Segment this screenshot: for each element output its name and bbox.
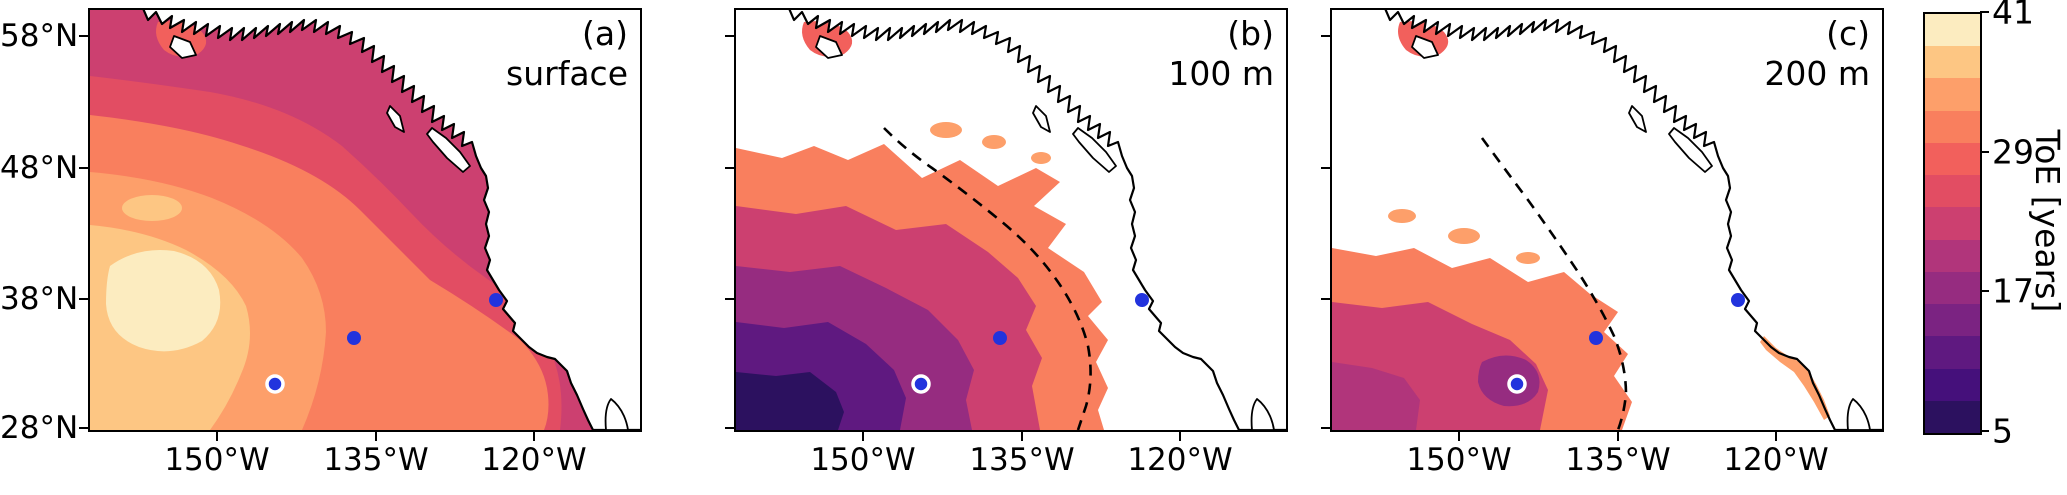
station-marker-ringed [1507,374,1527,394]
colorbar-swatch [1925,400,1980,434]
y-tick-mark [725,167,734,169]
colorbar [1923,12,1982,435]
station-marker [489,293,503,307]
colorbar-swatch [1925,46,1980,79]
colorbar-swatch [1925,14,1980,47]
x-tick-mark [862,432,864,441]
panel-tag: (b) 100 m [1168,14,1274,95]
y-tick-mark [79,35,88,37]
x-tick-mark [533,432,535,441]
x-tick-label: 150°W [1406,442,1512,478]
x-tick-mark [1021,432,1023,441]
contour-fill [1031,152,1051,164]
x-tick-mark [375,432,377,441]
map-canvas-c [1332,10,1882,430]
colorbar-tick-mark [1980,430,1989,432]
x-tick-label: 120°W [481,442,587,478]
panel-tag: (c) 200 m [1764,14,1870,95]
y-tick-mark [725,35,734,37]
emergence-boundary-contour [883,127,1092,430]
panel-depth: 200 m [1764,54,1870,94]
panel-label: (b) [1227,14,1274,53]
colorbar-tick-mark [1980,11,1989,13]
x-tick-label: 135°W [1565,442,1671,478]
x-tick-mark [1179,432,1181,441]
contour-fill [1448,228,1480,244]
x-tick-mark [1775,432,1777,441]
y-tick-mark [1321,167,1330,169]
contour-fill-coastal-strip [1760,336,1830,420]
station-marker-ringed [265,374,285,394]
y-tick-mark [1321,427,1330,429]
x-tick-label: 150°W [810,442,916,478]
station-marker-ringed [911,374,931,394]
y-tick-mark [725,427,734,429]
colorbar-swatches [1925,14,1980,434]
colorbar-swatch [1925,78,1980,111]
map-panel-a: (a) surface [88,8,642,432]
colorbar-tick-label: 29 [1992,132,2034,172]
colorbar-swatch [1925,271,1980,305]
y-tick-mark [1321,298,1330,300]
contour-fill [930,122,962,138]
station-marker [1589,331,1603,345]
contour-fill [1388,209,1416,223]
x-tick-label: 120°W [1723,442,1829,478]
colorbar-swatch [1925,207,1980,240]
panel-depth: 100 m [1168,54,1274,94]
contour-fill [1332,362,1420,430]
contour-fill [982,135,1006,149]
contour-fill [1516,252,1540,264]
y-tick-label: 28°N [0,410,79,446]
colorbar-tick-mark [1980,290,1989,293]
map-canvas-b [736,10,1286,430]
y-tick-mark [79,298,88,300]
x-tick-label: 135°W [969,442,1075,478]
contour-fill [122,195,182,221]
station-marker [347,331,361,345]
y-tick-label: 58°N [0,18,79,54]
colorbar-swatch [1925,175,1980,208]
y-tick-mark [1321,35,1330,37]
colorbar-swatch [1925,142,1980,176]
y-tick-mark [79,427,88,429]
x-tick-label: 135°W [323,442,429,478]
panel-tag: (a) surface [506,14,628,95]
x-tick-mark [1458,432,1460,441]
colorbar-swatch [1925,336,1980,369]
map-panel-b: (b) 100 m [734,8,1288,432]
emergence-boundary-contour [1480,137,1628,430]
y-tick-mark [79,167,88,169]
map-panel-c: (c) 200 m [1330,8,1884,432]
contour-fill [736,372,844,430]
station-marker [993,331,1007,345]
x-tick-mark [1617,432,1619,441]
colorbar-swatch [1925,368,1980,401]
map-canvas-a [90,10,640,430]
colorbar-tick-mark [1980,150,1989,153]
colorbar-tick-label: 41 [1992,0,2034,32]
x-tick-label: 150°W [164,442,270,478]
panel-label: (a) [582,14,628,53]
colorbar-swatch [1925,110,1980,143]
colorbar-tick-label: 5 [1992,411,2013,451]
colorbar-swatch [1925,304,1980,337]
colorbar-title: ToE [years] [2028,129,2067,313]
y-tick-mark [725,298,734,300]
colorbar-tick-label: 17 [1992,271,2034,311]
station-marker [1731,293,1745,307]
panel-label: (c) [1826,14,1870,53]
panel-depth: surface [506,54,628,94]
colorbar-swatch [1925,239,1980,272]
contour-fill [106,250,221,352]
y-tick-label: 38°N [0,281,79,317]
station-marker [1135,293,1149,307]
x-tick-mark [216,432,218,441]
y-tick-label: 48°N [0,150,79,186]
x-tick-label: 120°W [1127,442,1233,478]
